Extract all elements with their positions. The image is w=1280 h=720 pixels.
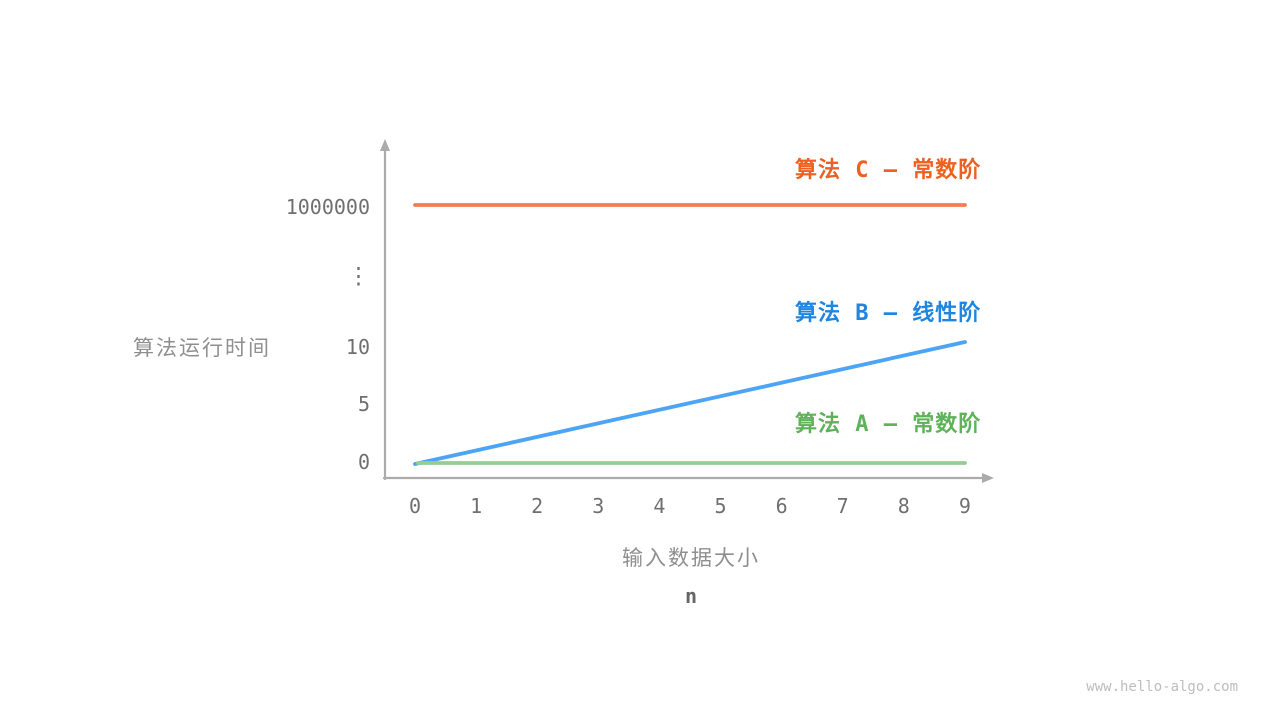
x-tick-label: 7 — [836, 494, 849, 518]
series-label-algorithm-a: 算法 A — 常数阶 — [795, 412, 982, 437]
x-axis-arrow-icon — [982, 473, 994, 483]
y-tick-label: 1000000 — [285, 195, 370, 219]
x-tick-label: 5 — [714, 494, 727, 518]
x-tick-label: 3 — [592, 494, 605, 518]
series-label-algorithm-b: 算法 B — 线性阶 — [795, 301, 982, 326]
x-tick-label: 2 — [531, 494, 544, 518]
x-axis-variable: n — [684, 584, 698, 608]
y-axis-arrow-icon — [380, 139, 390, 151]
y-tick-label: ⋮ — [347, 263, 370, 290]
x-tick-label: 6 — [775, 494, 788, 518]
series-label-algorithm-c: 算法 C — 常数阶 — [795, 158, 982, 183]
series-line-algorithm-b — [413, 340, 967, 466]
y-tick-label: 5 — [357, 392, 370, 416]
x-tick-label: 8 — [897, 494, 910, 518]
x-tick-label: 1 — [470, 494, 483, 518]
x-tick-label: 0 — [408, 494, 422, 518]
y-tick-label: 10 — [345, 335, 370, 359]
x-tick-label: 4 — [653, 494, 666, 518]
x-tick-label: 9 — [958, 494, 971, 518]
y-tick-label: 0 — [357, 450, 370, 474]
y-axis-title: 算法运行时间 — [133, 337, 271, 360]
x-axis-title: 输入数据大小 — [622, 547, 760, 570]
watermark: www.hello-algo.com — [1086, 679, 1238, 695]
